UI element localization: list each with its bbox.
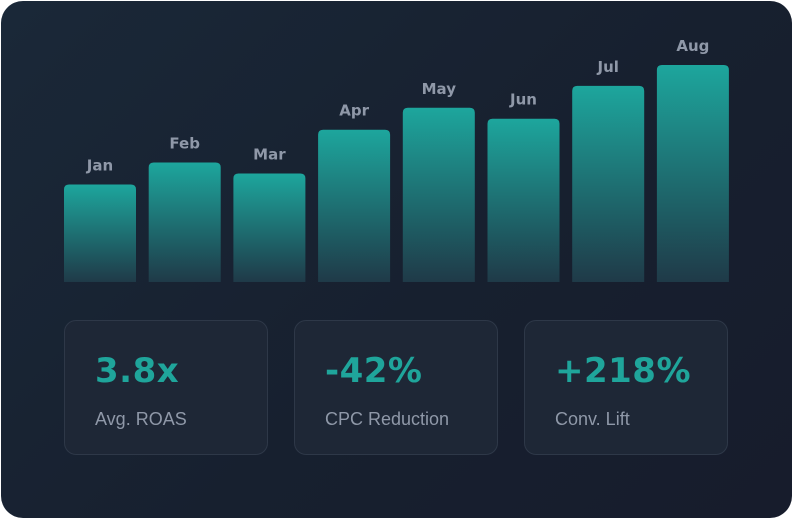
bar-jan <box>64 184 136 282</box>
month-label-jun: Jun <box>509 91 537 109</box>
bar-aug <box>656 64 729 282</box>
stat-value-roas: 3.8x <box>95 351 180 391</box>
stat-value-cpc: -42% <box>325 351 423 391</box>
bar-jul <box>572 85 645 283</box>
stat-value-conversion: +218% <box>555 351 692 391</box>
month-label-aug: Aug <box>676 37 709 55</box>
stat-card-conversion: +218% Conv. Lift <box>524 320 728 455</box>
stat-label-cpc: CPC Reduction <box>325 409 450 429</box>
bar-may <box>402 107 475 282</box>
bar-apr <box>318 129 391 282</box>
month-label-feb: Feb <box>169 135 200 153</box>
stat-label-roas: Avg. ROAS <box>95 409 187 429</box>
bar-mar <box>233 173 306 282</box>
stat-label-conversion: Conv. Lift <box>555 409 630 429</box>
month-label-apr: Apr <box>339 102 369 120</box>
month-label-jul: Jul <box>596 58 618 76</box>
bar-feb <box>148 162 221 282</box>
bar-chart: Jan Feb Mar Apr May Jun Jul Aug <box>64 37 729 283</box>
month-label-jan: Jan <box>86 156 113 174</box>
month-label-mar: Mar <box>253 145 286 163</box>
month-label-may: May <box>422 80 457 98</box>
bar-jun <box>487 118 560 282</box>
stat-card-roas: 3.8x Avg. ROAS <box>64 320 268 455</box>
stat-card-cpc: -42% CPC Reduction <box>294 320 498 455</box>
